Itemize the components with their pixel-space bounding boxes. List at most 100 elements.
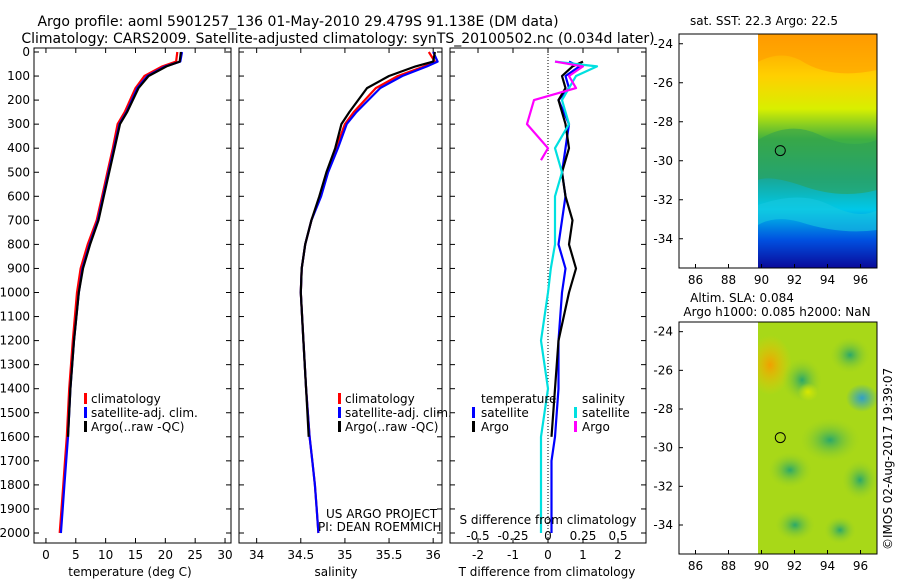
pi-credit: PI: DEAN ROEMMICH (318, 520, 441, 534)
map-x-tick-label: 86 (688, 273, 703, 287)
legend-argo: Argo(..raw -QC) (91, 420, 184, 434)
x-tick-label: 30 (217, 548, 232, 562)
salinity-legend: climatology satellite-adj. clim. Argo(..… (338, 392, 452, 434)
series-satellite (299, 51, 439, 534)
legend-argo-t: Argo (481, 420, 509, 434)
sst-map-title: sat. SST: 22.3 Argo: 22.5 (690, 14, 838, 28)
sst-cyan-band (758, 197, 877, 232)
y-tick-label: 800 (7, 237, 30, 251)
legend-argo-s: Argo (582, 420, 610, 434)
y-tick-label: 500 (7, 165, 30, 179)
sla-map (758, 322, 877, 554)
top-x-tick-label: -0.25 (497, 529, 528, 543)
sla-blue-blob (846, 384, 877, 412)
map-x-tick-label: 90 (754, 273, 769, 287)
series-argo (66, 51, 182, 437)
map-y-tick-label: -28 (653, 402, 673, 416)
x-tick-label: 0 (42, 548, 50, 562)
map-y-tick-label: -32 (653, 193, 673, 207)
imos-timestamp: ©IMOS 02-Aug-2017 19:39:07 (881, 368, 895, 550)
temperature-legend: climatology satellite-adj. clim. Argo(..… (84, 392, 198, 434)
top-x-tick-label: 0 (544, 529, 552, 543)
x-tick-label: 0 (544, 548, 552, 562)
y-tick-label: 1100 (0, 310, 30, 324)
legend-swatch-argo (84, 421, 87, 432)
map-y-tick-label: -30 (653, 441, 673, 455)
x-tick-label: 5 (72, 548, 80, 562)
y-tick-label: 1400 (0, 382, 30, 396)
legend-swatch-satellite-s (574, 407, 577, 418)
legend-swatch-satellite (84, 407, 87, 418)
x-tick-label: 35.5 (376, 548, 403, 562)
map-x-tick-label: 94 (820, 273, 835, 287)
y-tick-label: 1700 (0, 454, 30, 468)
x-tick-label: 10 (98, 548, 113, 562)
salinity-plot: 34 34.5 35 35.5 36 (239, 48, 442, 562)
legend-swatch-argo (338, 421, 341, 432)
sla-yellow-blob (798, 383, 818, 401)
sla-map-ticks: 86 88 90 92 94 96 -24 -26 -28 -30 -32 -34 (653, 325, 868, 573)
x-tick-label: -1 (507, 548, 519, 562)
y-tick-label: 600 (7, 189, 30, 203)
legend-header-temperature: temperature (481, 392, 556, 406)
series-climatology (299, 51, 436, 534)
map-x-tick-label: 94 (820, 559, 835, 573)
legend-swatch-climatology (84, 393, 87, 404)
map-y-tick-label: -26 (653, 76, 673, 90)
legend-satellite: satellite-adj. clim. (91, 406, 198, 420)
map-x-tick-label: 96 (853, 559, 868, 573)
x-tick-label: 2 (614, 548, 622, 562)
top-x-tick-label: 0.5 (608, 529, 627, 543)
sla-green-blob (800, 418, 860, 462)
legend-satellite-t: satellite (481, 406, 529, 420)
legend-header-salinity: salinity (582, 392, 625, 406)
sla-map-title-2: Argo h1000: 0.085 h2000: NaN (683, 305, 870, 319)
project-credit: US ARGO PROJECT (326, 507, 438, 521)
x-tick-label: -2 (472, 548, 484, 562)
x-tick-label: 25 (188, 548, 203, 562)
y-tick-label: 1600 (0, 430, 30, 444)
y-tick-label: 1300 (0, 358, 30, 372)
map-x-tick-label: 96 (853, 273, 868, 287)
map-x-tick-label: 88 (721, 273, 736, 287)
top-x-tick-label: -0.5 (466, 529, 489, 543)
difference-plot: -2 -1 0 1 2 -0.5 -0.25 0 0.25 0.5 (450, 48, 646, 562)
salinity-axes (238, 47, 443, 544)
y-tick-label: 0 (22, 45, 30, 59)
map-y-tick-label: -26 (653, 363, 673, 377)
map-y-tick-label: -28 (653, 115, 673, 129)
sla-green-blob (768, 452, 812, 488)
map-x-tick-label: 92 (787, 273, 802, 287)
legend-satellite: satellite-adj. clim. (345, 406, 452, 420)
y-tick-label: 100 (7, 69, 30, 83)
map-y-tick-label: -32 (653, 479, 673, 493)
legend-argo: Argo(..raw -QC) (345, 420, 438, 434)
sst-orange-top (758, 34, 877, 74)
y-tick-label: 1200 (0, 334, 30, 348)
map-x-tick-label: 92 (787, 559, 802, 573)
salinity-xlabel: salinity (314, 565, 357, 579)
map-x-tick-label: 88 (721, 559, 736, 573)
legend-climatology: climatology (91, 392, 161, 406)
sst-green-lobe (758, 128, 877, 194)
legend-swatch-argo-s (574, 421, 577, 432)
y-tick-label: 1000 (0, 286, 30, 300)
legend-swatch-argo-t (472, 421, 475, 432)
y-tick-label: 1900 (0, 502, 30, 516)
y-tick-label: 1800 (0, 478, 30, 492)
legend-swatch-satellite-t (472, 407, 475, 418)
x-tick-label: 35 (337, 548, 352, 562)
difference-legend: temperature salinity satellite Argo sate… (472, 392, 630, 434)
temperature-plot: 0100200300400500600700800900100011001200… (0, 45, 233, 562)
sla-green-blob (824, 516, 856, 544)
x-tick-label: 1 (579, 548, 587, 562)
map-y-tick-label: -24 (653, 325, 673, 339)
argo-location-marker (774, 432, 786, 444)
map-y-tick-label: -34 (653, 518, 673, 532)
temperature-xlabel: temperature (deg C) (68, 565, 191, 579)
legend-swatch-climatology (338, 393, 341, 404)
x-tick-label: 36 (426, 548, 441, 562)
sla-green-blob (775, 509, 815, 541)
series-argo-t (550, 60, 584, 437)
